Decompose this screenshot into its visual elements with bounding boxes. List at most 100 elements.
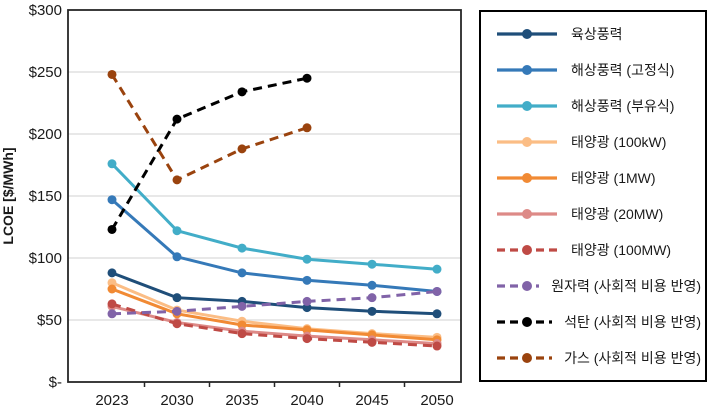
series-marker-solar-1mw: [237, 320, 247, 330]
legend-item-solar-20mw: 태양광 (20MW): [495, 204, 701, 224]
series-marker-offshore-wind-fixed: [172, 252, 182, 262]
series-layer: [107, 69, 442, 351]
series-marker-nuclear-social-cost: [432, 286, 442, 296]
gridlines: [68, 71, 461, 321]
series-marker-nuclear-social-cost: [172, 306, 182, 316]
legend-item-solar-100mw: 태양광 (100MW): [495, 240, 701, 260]
series-coal-social-cost: [107, 73, 312, 234]
y-axis-title: LCOE [$/MWh]: [0, 147, 16, 244]
series-marker-nuclear-social-cost: [367, 293, 377, 303]
y-axis-tick-label: $100: [29, 250, 62, 267]
legend-swatch-solar-1mw: [497, 173, 557, 183]
series-marker-gas-social-cost: [107, 69, 117, 79]
legend-marker-gas-social-cost: [522, 353, 532, 363]
series-onshore-wind: [107, 268, 442, 319]
series-nuclear-social-cost: [107, 286, 442, 319]
series-marker-offshore-wind-floating: [432, 264, 442, 274]
series-line-offshore-wind-floating: [110, 162, 438, 271]
series-marker-offshore-wind-fixed: [107, 195, 117, 205]
series-line-offshore-wind-fixed: [111, 198, 438, 293]
legend-item-label: 태양광 (20MW): [571, 206, 664, 222]
series-marker-offshore-wind-fixed: [367, 280, 377, 290]
y-axis-tick-label: $50: [37, 312, 62, 329]
legend-item-gas-social-cost: 가스 (사회적 비용 반영): [495, 348, 701, 368]
series-marker-onshore-wind: [432, 309, 442, 319]
legend-marker-onshore-wind: [522, 29, 532, 39]
legend-item-label: 석탄 (사회적 비용 반영): [564, 314, 701, 330]
series-marker-nuclear-social-cost: [302, 296, 312, 306]
x-axis-tick-label: 2045: [355, 392, 388, 409]
legend-item-label: 해상풍력 (부유식): [571, 98, 675, 114]
series-marker-solar-1mw: [107, 284, 117, 294]
series-line-nuclear-social-cost: [111, 290, 438, 316]
legend-item-label: 육상풍력: [571, 26, 623, 42]
series-line-coal-social-cost: [110, 76, 308, 231]
y-axis-tick-label: $300: [29, 2, 62, 19]
series-line-gas-social-cost: [110, 73, 308, 182]
axes-layer: [67, 9, 462, 387]
series-marker-gas-social-cost: [302, 123, 312, 133]
x-axis-tick-label: 2050: [420, 392, 453, 409]
series-marker-solar-100mw: [172, 319, 182, 329]
series-line-solar-20mw: [111, 304, 438, 346]
series-line-solar-100mw: [111, 302, 438, 348]
legend-swatch-solar-100mw: [497, 245, 557, 255]
y-axis-tick-label: $-: [49, 374, 62, 391]
chart-plot-area: $300 $250 $200 $150 $100 $50 $- 2023 2030 2035 204…: [0, 2, 462, 409]
series-marker-solar-100mw: [432, 341, 442, 351]
series-marker-solar-100mw: [367, 337, 377, 347]
legend-swatch-offshore-wind-fixed: [497, 65, 557, 75]
legend-item-label: 태양광 (100kW): [571, 134, 667, 150]
series-marker-offshore-wind-fixed: [237, 268, 247, 278]
series-marker-solar-100mw: [237, 329, 247, 339]
legend-item-label: 해상풍력 (고정식): [571, 62, 675, 78]
x-axis-tick-label: 2040: [290, 392, 323, 409]
series-line-solar-1mw: [111, 287, 438, 342]
legend-swatch-solar-20mw: [497, 209, 557, 219]
series-marker-onshore-wind: [302, 303, 312, 313]
legend-item-offshore-wind-fixed: 해상풍력 (고정식): [495, 60, 701, 80]
legend-item-solar-1mw: 태양광 (1MW): [495, 168, 701, 188]
series-solar-100mw: [107, 299, 442, 351]
series-marker-gas-social-cost: [237, 144, 247, 154]
legend-marker-offshore-wind-floating: [522, 101, 532, 111]
series-marker-onshore-wind: [367, 306, 377, 316]
series-marker-gas-social-cost: [172, 175, 182, 185]
x-axis-tick-label: 2035: [225, 392, 258, 409]
legend-swatch-gas-social-cost: [497, 353, 553, 363]
series-marker-solar-100mw: [107, 299, 117, 309]
series-gas-social-cost: [107, 69, 312, 185]
legend-swatch-offshore-wind-floating: [497, 101, 557, 111]
series-marker-coal-social-cost: [172, 114, 182, 124]
y-axis-tick-label: $250: [29, 64, 62, 81]
legend-swatch-nuclear-social-cost: [497, 281, 540, 291]
series-offshore-wind-floating: [107, 159, 442, 274]
legend-item-label: 원자력 (사회적 비용 반영): [551, 278, 701, 294]
legend-marker-coal-social-cost: [522, 317, 532, 327]
series-marker-nuclear-social-cost: [107, 309, 117, 319]
series-marker-solar-1mw: [302, 325, 312, 335]
legend-item-label: 태양광 (1MW): [571, 170, 656, 186]
series-marker-solar-100kw: [107, 278, 117, 288]
series-marker-offshore-wind-floating: [367, 259, 377, 269]
series-marker-nuclear-social-cost: [237, 301, 247, 311]
legend-marker-nuclear-social-cost: [522, 281, 532, 291]
legend-item-label: 가스 (사회적 비용 반영): [564, 350, 701, 366]
legend-item-onshore-wind: 육상풍력: [495, 24, 701, 44]
legend-item-coal-social-cost: 석탄 (사회적 비용 반영): [495, 312, 701, 332]
y-axis-tick-label: $150: [29, 188, 62, 205]
series-marker-coal-social-cost: [237, 87, 247, 97]
series-marker-offshore-wind-floating: [172, 226, 182, 236]
series-marker-offshore-wind-floating: [302, 254, 312, 264]
legend-marker-offshore-wind-fixed: [522, 65, 532, 75]
plot-border: [67, 9, 462, 383]
series-marker-coal-social-cost: [302, 73, 312, 83]
series-marker-onshore-wind: [172, 293, 182, 303]
legend-swatch-coal-social-cost: [497, 317, 553, 327]
series-marker-offshore-wind-fixed: [302, 275, 312, 285]
legend-item-nuclear-social-cost: 원자력 (사회적 비용 반영): [495, 276, 701, 296]
y-axis-tick-label: $200: [29, 126, 62, 143]
series-marker-coal-social-cost: [107, 224, 117, 234]
series-line-onshore-wind: [111, 271, 438, 316]
